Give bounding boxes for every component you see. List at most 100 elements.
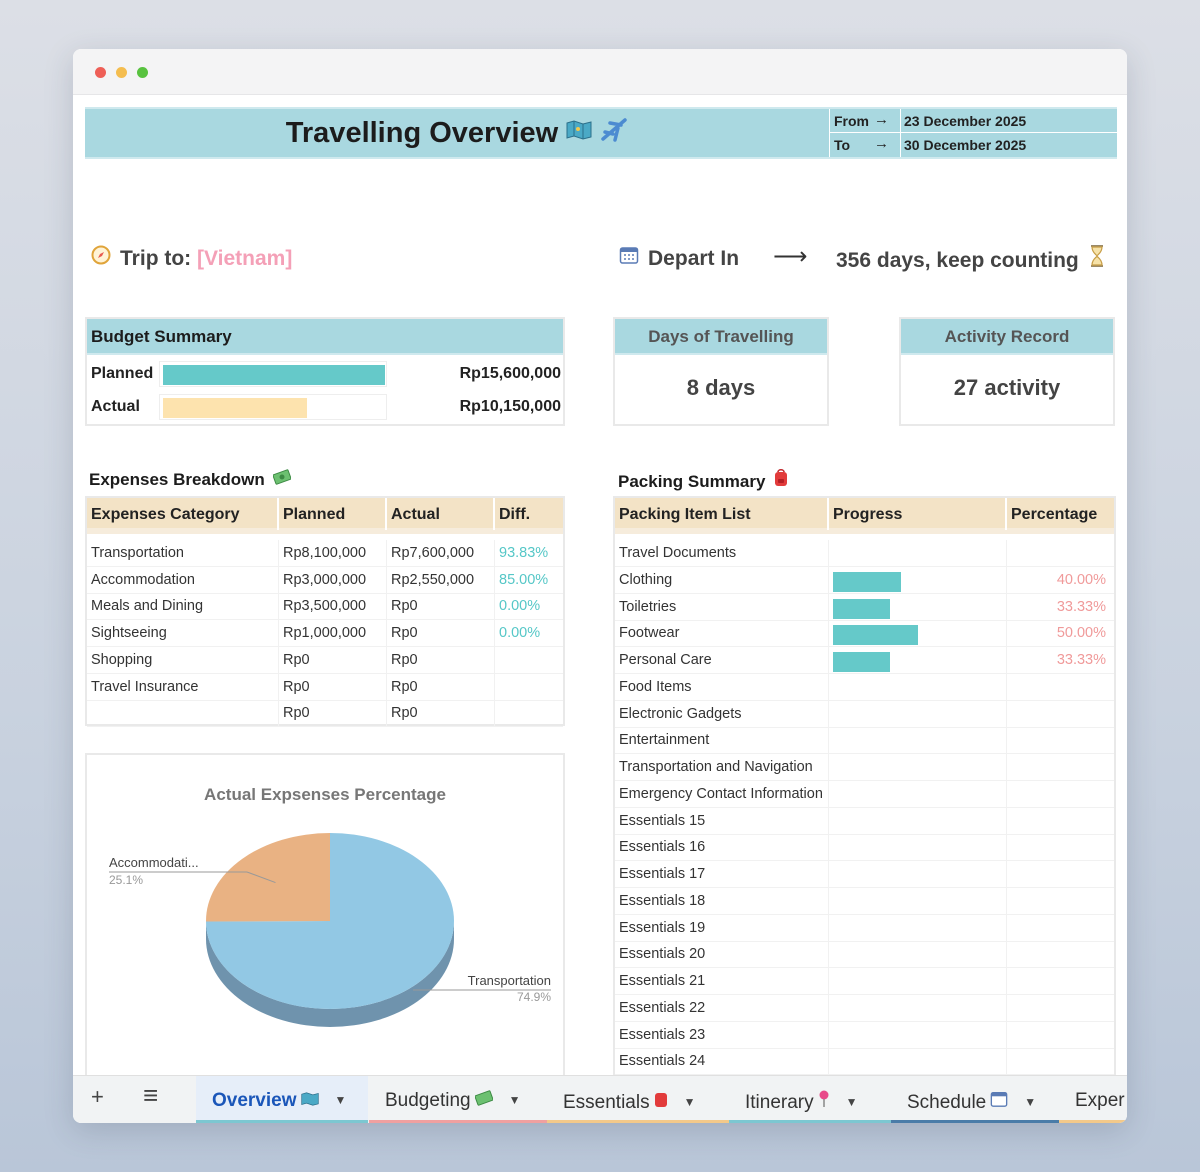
packing-item-cell[interactable]: Food Items [615, 673, 829, 701]
sheet-tab-schedule[interactable]: Schedule ▼ [891, 1076, 1059, 1123]
expense-planned-cell[interactable]: Rp0 [279, 700, 387, 728]
percentage-cell[interactable] [1007, 701, 1114, 728]
sheet-tab-essentials[interactable]: Essentials ▼ [547, 1076, 729, 1123]
packing-item-cell[interactable]: Essentials 15 [615, 807, 829, 835]
expense-planned-cell[interactable]: Rp3,500,000 [279, 593, 387, 621]
packing-item-cell[interactable]: Essentials 22 [615, 994, 829, 1022]
expense-actual-cell[interactable]: Rp2,550,000 [387, 566, 495, 594]
expense-diff-cell[interactable] [495, 674, 563, 701]
packing-item-cell[interactable]: Essentials 17 [615, 861, 829, 888]
expense-category-cell[interactable]: Travel Insurance [87, 673, 279, 701]
trip-destination-value[interactable]: [Vietnam] [197, 247, 293, 270]
chevron-down-icon[interactable]: ▼ [1024, 1095, 1037, 1109]
expense-actual-cell[interactable]: Rp0 [387, 700, 495, 728]
col-actual[interactable]: Actual [387, 498, 495, 530]
percentage-cell[interactable]: 50.00% [1056, 625, 1106, 642]
percentage-cell[interactable] [1007, 781, 1114, 808]
percentage-cell[interactable]: 33.33% [1056, 652, 1106, 668]
all-sheets-menu-button[interactable]: ≡ [143, 1080, 159, 1110]
percentage-cell[interactable] [1007, 834, 1114, 861]
percentage-cell[interactable] [1007, 808, 1114, 835]
expense-diff-cell[interactable] [495, 700, 563, 727]
expense-row: Transportation Rp8,100,000 Rp7,600,000 93.8… [87, 540, 563, 567]
expense-actual-cell[interactable]: Rp0 [387, 673, 495, 701]
packing-item-cell[interactable]: Essentials 18 [615, 887, 829, 915]
expense-planned-cell[interactable]: Rp0 [279, 646, 387, 674]
packing-item-cell[interactable]: Electronic Gadgets [615, 700, 829, 728]
col-expenses-category[interactable]: Expenses Category [87, 498, 279, 530]
expense-category-cell[interactable] [87, 700, 279, 728]
percentage-cell[interactable] [1007, 941, 1114, 968]
percentage-cell[interactable] [1007, 754, 1114, 781]
planned-amount: Rp15,600,000 [459, 365, 561, 382]
sheet-tab-overview[interactable]: Overview ▼ [196, 1076, 368, 1123]
col-diff[interactable]: Diff. [499, 506, 531, 523]
expense-actual-cell[interactable]: Rp0 [387, 646, 495, 674]
expense-planned-cell[interactable]: Rp0 [279, 673, 387, 701]
chevron-down-icon[interactable]: ▼ [683, 1095, 696, 1109]
packing-item-cell[interactable]: Personal Care [615, 647, 829, 674]
packing-item-cell[interactable]: Essentials 20 [615, 941, 829, 969]
packing-item-cell[interactable]: Transportation and Navigation [615, 754, 829, 781]
percentage-cell[interactable] [1007, 995, 1114, 1022]
expense-diff-cell[interactable]: 85.00% [499, 571, 549, 588]
packing-item-cell[interactable]: Essentials 19 [615, 914, 829, 942]
chevron-down-icon[interactable]: ▼ [845, 1095, 858, 1109]
percentage-cell[interactable] [1007, 540, 1114, 567]
percentage-cell[interactable] [1007, 1048, 1114, 1075]
expense-actual-cell[interactable]: Rp0 [387, 620, 495, 648]
sheet-tab-itinerary[interactable]: Itinerary ▼ [729, 1076, 891, 1123]
packing-item-cell[interactable]: Footwear [615, 620, 829, 648]
packing-item-cell[interactable]: Travel Documents [615, 540, 829, 567]
expense-actual-cell[interactable]: Rp0 [387, 593, 495, 621]
packing-item-cell[interactable]: Essentials 23 [615, 1021, 829, 1049]
percentage-cell[interactable] [1007, 915, 1114, 942]
expense-planned-cell[interactable]: Rp1,000,000 [279, 620, 387, 648]
expense-category-cell[interactable]: Sightseeing [87, 620, 279, 648]
packing-item-cell[interactable]: Essentials 24 [615, 1048, 829, 1076]
sheet-tab-exper[interactable]: Exper [1059, 1076, 1127, 1123]
expense-category-cell[interactable]: Meals and Dining [87, 593, 279, 621]
packing-item-cell[interactable]: Essentials 16 [615, 834, 829, 862]
packing-item-cell[interactable]: Emergency Contact Information [615, 780, 829, 808]
col-percentage[interactable]: Percentage [1011, 506, 1098, 523]
packing-item-cell[interactable]: Clothing [615, 566, 829, 594]
expense-category-cell[interactable]: Accommodation [87, 566, 279, 594]
minimize-window-button[interactable] [116, 67, 127, 78]
percentage-cell[interactable] [1007, 861, 1114, 888]
expense-diff-cell[interactable]: 0.00% [499, 598, 541, 615]
expense-category-cell[interactable]: Transportation [87, 540, 279, 567]
expense-diff-cell[interactable] [495, 647, 563, 674]
chart-title: Actual Expsenses Percentage [204, 785, 446, 804]
packing-item-cell[interactable]: Essentials 21 [615, 968, 829, 995]
col-packing-item[interactable]: Packing Item List [615, 498, 829, 530]
percentage-cell[interactable]: 40.00% [1056, 571, 1106, 588]
close-window-button[interactable] [95, 67, 106, 78]
chevron-down-icon[interactable]: ▼ [334, 1093, 347, 1107]
sheet-tab-budgeting[interactable]: Budgeting ▼ [369, 1076, 547, 1123]
col-planned[interactable]: Planned [279, 498, 387, 530]
add-sheet-button[interactable]: + [91, 1084, 104, 1109]
chevron-down-icon[interactable]: ▼ [508, 1093, 521, 1107]
expense-planned-cell[interactable]: Rp8,100,000 [279, 540, 387, 567]
packing-item-cell[interactable]: Toiletries [615, 593, 829, 621]
sheet-tab-label: Overview [212, 1090, 297, 1111]
packing-item-cell[interactable]: Entertainment [615, 727, 829, 755]
percentage-cell[interactable] [1007, 888, 1114, 915]
expense-planned-cell[interactable]: Rp3,000,000 [279, 566, 387, 594]
expense-actual-cell[interactable]: Rp7,600,000 [387, 540, 495, 567]
percentage-cell[interactable] [1007, 1022, 1114, 1049]
expense-diff-cell[interactable]: 93.83% [499, 545, 549, 561]
expense-diff-cell[interactable]: 0.00% [499, 625, 541, 642]
to-date-value[interactable]: 30 December 2025 [904, 137, 1027, 153]
actual-expenses-chart[interactable]: Actual Expsenses Percentage Accommodati.… [85, 753, 565, 1100]
maximize-window-button[interactable] [137, 67, 148, 78]
col-progress[interactable]: Progress [829, 498, 1007, 530]
packing-row: Entertainment [615, 727, 1114, 755]
percentage-cell[interactable] [1007, 674, 1114, 701]
expense-category-cell[interactable]: Shopping [87, 646, 279, 674]
percentage-cell[interactable] [1007, 968, 1114, 995]
percentage-cell[interactable] [1007, 727, 1114, 754]
from-date-value[interactable]: 23 December 2025 [904, 113, 1027, 129]
percentage-cell[interactable]: 33.33% [1056, 598, 1106, 615]
